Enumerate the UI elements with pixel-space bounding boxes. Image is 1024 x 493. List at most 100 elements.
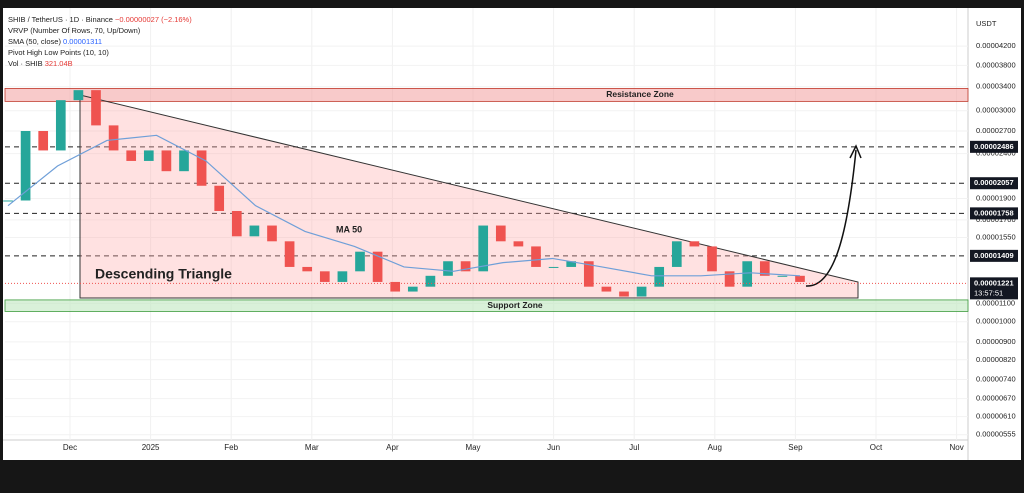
- level-label: 0.00001409: [974, 251, 1014, 260]
- y-tick-label: 0.00000820: [976, 355, 1016, 364]
- y-tick-label: 0.00004200: [976, 41, 1016, 50]
- x-tick-label: 2025: [142, 443, 160, 452]
- candle: [566, 261, 577, 267]
- vol: Vol · SHIB: [8, 59, 43, 68]
- candle: [425, 275, 436, 287]
- change: −0.00000027 (−2.16%): [115, 15, 192, 24]
- y-tick-label: 0.00000740: [976, 374, 1016, 383]
- zone-label: Resistance Zone: [606, 89, 674, 99]
- current-price-tag: [970, 277, 1018, 300]
- candle: [460, 261, 471, 272]
- candle: [531, 246, 541, 267]
- sma: SMA (50, close): [8, 37, 61, 46]
- x-tick-label: May: [465, 443, 480, 452]
- candle: [143, 150, 154, 161]
- candle: [777, 275, 788, 277]
- candle: [513, 241, 524, 247]
- y-tick-label: 0.00001900: [976, 193, 1016, 202]
- chart-background: [3, 8, 1021, 460]
- candle: [231, 210, 242, 237]
- triangle-label: Descending Triangle: [95, 266, 232, 282]
- x-tick-label: Mar: [305, 443, 319, 452]
- candle: [495, 225, 506, 242]
- candle: [742, 261, 753, 287]
- arrow-head: [849, 144, 862, 159]
- descending-triangle: [79, 94, 859, 299]
- candle: [126, 150, 137, 161]
- candle: [319, 271, 330, 282]
- x-tick-label: Dec: [63, 443, 77, 452]
- sma-value: 0.00001311: [63, 37, 102, 46]
- legend-sma: SMA (50, close) 0.00001311: [8, 37, 102, 46]
- y-tick-label: 0.00002400: [976, 149, 1016, 158]
- candle: [478, 225, 489, 272]
- x-tick-label: Jun: [547, 443, 560, 452]
- candle: [3, 200, 13, 202]
- candle: [179, 150, 189, 172]
- candle: [214, 185, 225, 211]
- current-price-label: 0.00001221: [974, 278, 1014, 287]
- y-tick-label: 0.00003400: [976, 82, 1016, 91]
- level-label: 0.00002057: [974, 178, 1014, 187]
- legend-vrvp: VRVP (Number Of Rows, 70, Up/Down): [8, 26, 141, 35]
- candle: [284, 241, 295, 267]
- x-tick-label: Sep: [788, 443, 803, 452]
- y-tick-label: 0.00003800: [976, 60, 1016, 69]
- level-tag: [970, 249, 1018, 262]
- zone-label: Support Zone: [487, 300, 543, 310]
- ma-label: MA 50: [336, 224, 362, 234]
- x-tick-label: Feb: [224, 443, 238, 452]
- legend-symbol: SHIB / TetherUS · 1D · Binance −0.000000…: [8, 15, 192, 24]
- x-tick-label: Oct: [870, 443, 883, 452]
- x-tick-label: Jul: [629, 443, 639, 452]
- candle: [196, 150, 207, 186]
- candle: [443, 261, 453, 276]
- x-tick-label: Apr: [386, 443, 399, 452]
- y-tick-label: 0.00000900: [976, 337, 1016, 346]
- x-tick-label: Aug: [708, 443, 722, 452]
- candle: [38, 130, 49, 151]
- candle: [55, 100, 66, 151]
- level-tag: [970, 140, 1018, 153]
- candle: [724, 271, 735, 287]
- zone: [4, 299, 969, 312]
- candle: [548, 266, 559, 268]
- candle: [108, 125, 119, 151]
- breakout-arrow: [805, 149, 857, 287]
- candle: [619, 291, 629, 297]
- y-tick-label: 0.00001000: [976, 317, 1016, 326]
- x-tick-label: Nov: [949, 443, 963, 452]
- candle: [689, 241, 700, 247]
- y-tick-label: 0.00000610: [976, 412, 1016, 421]
- candle: [759, 261, 770, 276]
- candle: [654, 266, 665, 287]
- currency: USDT: [976, 19, 997, 28]
- legend-vol: Vol · SHIB 321.04B: [8, 59, 73, 68]
- candle: [267, 225, 277, 242]
- candle: [707, 246, 717, 272]
- candle: [302, 266, 313, 272]
- level-tag: [970, 207, 1018, 220]
- vol-value: 321.04B: [45, 59, 73, 68]
- candle: [407, 286, 418, 292]
- level-tag: [970, 177, 1018, 190]
- candle: [390, 281, 401, 292]
- y-tick-label: 0.00000670: [976, 394, 1016, 403]
- candle: [249, 225, 260, 237]
- ma-line: [7, 134, 801, 277]
- legend-pivots: Pivot High Low Points (10, 10): [8, 48, 109, 57]
- candle: [601, 286, 612, 292]
- candle: [671, 241, 682, 267]
- symbol: SHIB / TetherUS · 1D · Binance: [8, 15, 113, 24]
- candle: [337, 271, 348, 282]
- candle: [355, 251, 365, 272]
- zone: [4, 88, 969, 102]
- y-tick-label: 0.00001550: [976, 233, 1016, 242]
- candle: [795, 275, 805, 282]
- candle: [636, 286, 647, 297]
- candle: [91, 90, 101, 126]
- level-label: 0.00001758: [974, 208, 1014, 217]
- candle: [161, 150, 172, 172]
